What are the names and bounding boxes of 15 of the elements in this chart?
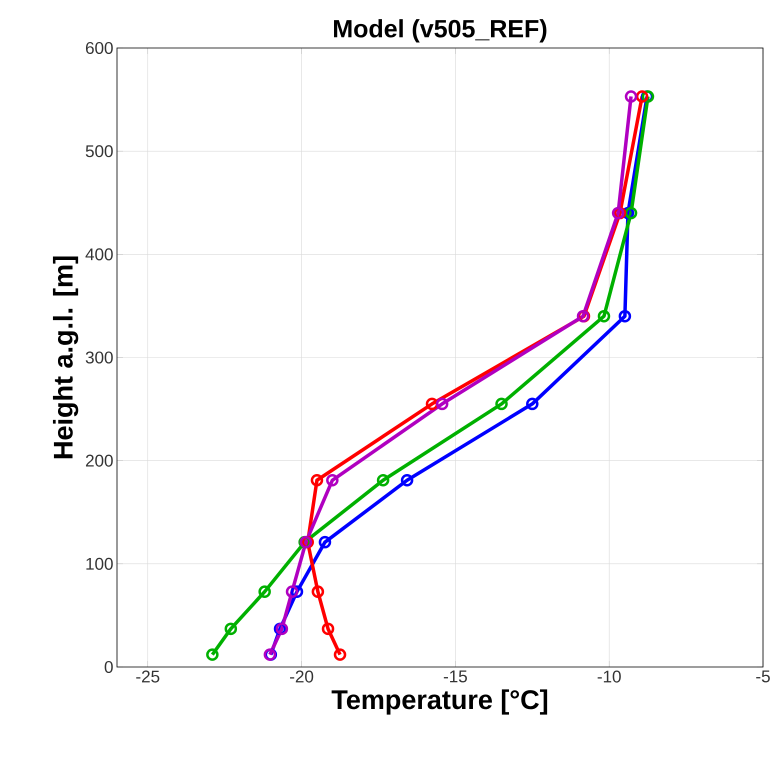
y-tick-label: 600 [86,42,113,54]
y-tick-label: 500 [86,145,113,158]
y-tick-label: 300 [86,351,113,364]
x-tick-label: -25 [136,670,160,683]
chart-title: Model (v505_REF) [334,19,546,42]
y-tick-label: 100 [86,558,113,570]
x-tick-label: -15 [444,670,467,682]
x-axis-title: Temperature [°C] [332,689,548,715]
x-tick-label: -10 [598,670,621,683]
y-tick-label: 0 [104,660,113,674]
x-tick-label: -20 [290,670,314,683]
y-tick-label: 200 [86,454,113,467]
y-axis-title: Height a.g.l. [m] [52,256,78,458]
x-tick-label: -5 [756,670,770,682]
y-tick-label: 400 [85,248,113,260]
